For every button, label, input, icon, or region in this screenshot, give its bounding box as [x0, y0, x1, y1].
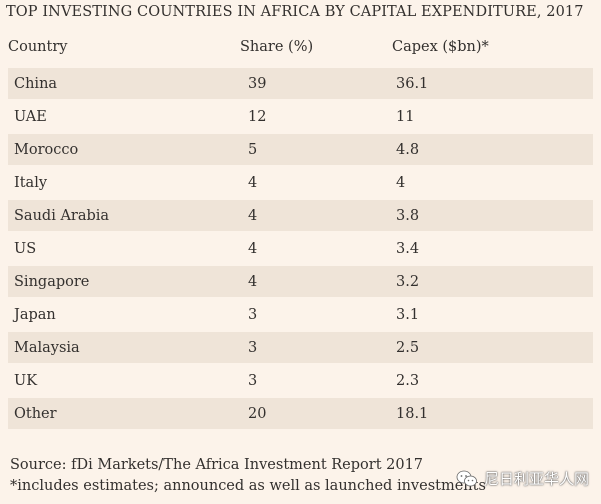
- table-row: Italy 4 4: [0, 166, 601, 199]
- footnote: *includes estimates; announced as well a…: [10, 478, 486, 494]
- cell-country: Malaysia: [14, 339, 80, 356]
- table-row: Malaysia 3 2.5: [0, 331, 601, 364]
- wechat-icon: [456, 470, 478, 488]
- cell-country: UAE: [14, 108, 47, 125]
- table-row: Morocco 5 4.8: [0, 133, 601, 166]
- cell-share: 39: [248, 75, 267, 92]
- cell-capex: 3.2: [396, 273, 420, 290]
- cell-country: Singapore: [14, 273, 90, 290]
- cell-capex: 4: [396, 174, 406, 191]
- cell-capex: 36.1: [396, 75, 429, 92]
- header-country: Country: [8, 39, 68, 55]
- cell-capex: 3.8: [396, 207, 420, 224]
- cell-country: China: [14, 75, 58, 92]
- table-row: Japan 3 3.1: [0, 298, 601, 331]
- table-row: UAE 12 11: [0, 100, 601, 133]
- cell-country: US: [14, 240, 37, 257]
- table-row: Other 20 18.1: [0, 397, 601, 430]
- table-body: China 39 36.1 UAE 12 11 Morocco 5 4.8 Italy 4 4 Saud…: [0, 67, 601, 430]
- cell-capex: 3.4: [396, 240, 420, 257]
- cell-share: 3: [248, 372, 258, 389]
- table-row: UK 3 2.3: [0, 364, 601, 397]
- cell-country: Japan: [14, 306, 56, 323]
- watermark-text: 尼日利亚华人网: [483, 470, 589, 488]
- source-note: Source: fDi Markets/The Africa Investmen…: [10, 457, 424, 473]
- cell-country: Other: [14, 405, 57, 422]
- cell-country: Saudi Arabia: [14, 207, 110, 224]
- cell-share: 4: [248, 273, 258, 290]
- cell-share: 4: [248, 174, 258, 191]
- table-row: Saudi Arabia 4 3.8: [0, 199, 601, 232]
- cell-share: 5: [248, 141, 258, 158]
- table-header-row: Country Share (%) Capex ($bn)*: [0, 33, 601, 61]
- table-row: US 4 3.4: [0, 232, 601, 265]
- cell-share: 4: [248, 240, 258, 257]
- cell-capex: 11: [396, 108, 415, 125]
- cell-share: 12: [248, 108, 267, 125]
- cell-capex: 18.1: [396, 405, 429, 422]
- cell-share: 20: [248, 405, 267, 422]
- cell-capex: 2.5: [396, 339, 420, 356]
- table-row: China 39 36.1: [0, 67, 601, 100]
- header-share: Share (%): [240, 39, 314, 55]
- cell-capex: 2.3: [396, 372, 420, 389]
- cell-country: Italy: [14, 174, 48, 191]
- cell-share: 4: [248, 207, 258, 224]
- cell-country: Morocco: [14, 141, 79, 158]
- cell-capex: 4.8: [396, 141, 420, 158]
- table-row: Singapore 4 3.2: [0, 265, 601, 298]
- table-footer: Source: fDi Markets/The Africa Investmen…: [10, 455, 486, 497]
- header-capex: Capex ($bn)*: [392, 39, 489, 55]
- watermark: 尼日利亚华人网: [456, 468, 589, 489]
- table-title: TOP INVESTING COUNTRIES IN AFRICA BY CAP…: [6, 4, 584, 20]
- cell-share: 3: [248, 306, 258, 323]
- cell-share: 3: [248, 339, 258, 356]
- cell-country: UK: [14, 372, 38, 389]
- cell-capex: 3.1: [396, 306, 420, 323]
